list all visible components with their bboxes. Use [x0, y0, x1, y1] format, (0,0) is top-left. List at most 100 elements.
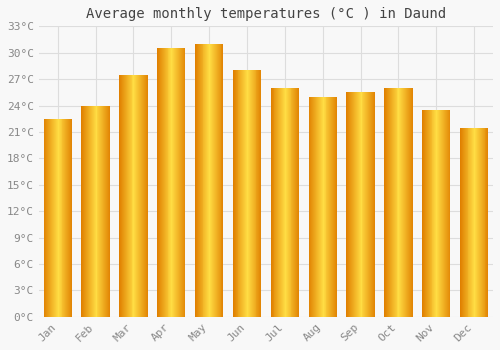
Bar: [318, 97, 319, 317]
Bar: [209, 44, 210, 317]
Bar: [460, 127, 461, 317]
Bar: [218, 44, 220, 317]
Bar: [385, 88, 386, 317]
Bar: [179, 48, 180, 317]
Bar: [326, 97, 328, 317]
Bar: [104, 105, 105, 317]
Bar: [404, 88, 405, 317]
Bar: [204, 44, 206, 317]
Bar: [211, 44, 212, 317]
Bar: [252, 70, 254, 317]
Bar: [71, 119, 72, 317]
Bar: [348, 92, 349, 317]
Bar: [281, 88, 282, 317]
Bar: [439, 110, 440, 317]
Bar: [102, 105, 103, 317]
Bar: [276, 88, 278, 317]
Bar: [272, 88, 274, 317]
Bar: [174, 48, 175, 317]
Bar: [106, 105, 107, 317]
Bar: [297, 88, 298, 317]
Bar: [330, 97, 331, 317]
Bar: [177, 48, 178, 317]
Bar: [96, 105, 98, 317]
Bar: [463, 127, 464, 317]
Bar: [214, 44, 215, 317]
Bar: [139, 75, 140, 317]
Bar: [398, 88, 400, 317]
Bar: [127, 75, 128, 317]
Bar: [170, 48, 172, 317]
Bar: [98, 105, 100, 317]
Bar: [50, 119, 51, 317]
Bar: [473, 127, 474, 317]
Bar: [432, 110, 434, 317]
Bar: [479, 127, 480, 317]
Bar: [142, 75, 143, 317]
Bar: [351, 92, 352, 317]
Bar: [158, 48, 159, 317]
Bar: [386, 88, 387, 317]
Bar: [66, 119, 67, 317]
Bar: [333, 97, 334, 317]
Bar: [461, 127, 462, 317]
Bar: [288, 88, 290, 317]
Bar: [202, 44, 203, 317]
Bar: [94, 105, 96, 317]
Bar: [215, 44, 216, 317]
Bar: [321, 97, 322, 317]
Bar: [314, 97, 315, 317]
Bar: [320, 97, 321, 317]
Bar: [470, 127, 472, 317]
Bar: [312, 97, 313, 317]
Bar: [353, 92, 354, 317]
Bar: [426, 110, 427, 317]
Bar: [166, 48, 168, 317]
Bar: [331, 97, 332, 317]
Bar: [256, 70, 258, 317]
Bar: [164, 48, 166, 317]
Bar: [356, 92, 357, 317]
Bar: [242, 70, 243, 317]
Bar: [367, 92, 368, 317]
Bar: [389, 88, 390, 317]
Bar: [407, 88, 408, 317]
Bar: [360, 92, 362, 317]
Bar: [46, 119, 48, 317]
Bar: [346, 92, 348, 317]
Bar: [220, 44, 222, 317]
Bar: [352, 92, 353, 317]
Bar: [270, 88, 272, 317]
Bar: [260, 70, 261, 317]
Bar: [54, 119, 55, 317]
Bar: [422, 110, 423, 317]
Bar: [477, 127, 478, 317]
Bar: [198, 44, 200, 317]
Bar: [168, 48, 170, 317]
Bar: [144, 75, 145, 317]
Bar: [162, 48, 163, 317]
Bar: [443, 110, 444, 317]
Bar: [349, 92, 350, 317]
Bar: [319, 97, 320, 317]
Bar: [137, 75, 138, 317]
Bar: [249, 70, 250, 317]
Bar: [175, 48, 176, 317]
Bar: [296, 88, 297, 317]
Bar: [146, 75, 148, 317]
Bar: [143, 75, 144, 317]
Bar: [181, 48, 182, 317]
Bar: [283, 88, 284, 317]
Bar: [482, 127, 484, 317]
Bar: [466, 127, 468, 317]
Bar: [210, 44, 211, 317]
Bar: [371, 92, 372, 317]
Bar: [68, 119, 69, 317]
Bar: [374, 92, 375, 317]
Bar: [233, 70, 234, 317]
Bar: [438, 110, 439, 317]
Bar: [244, 70, 245, 317]
Bar: [408, 88, 409, 317]
Bar: [140, 75, 141, 317]
Bar: [126, 75, 127, 317]
